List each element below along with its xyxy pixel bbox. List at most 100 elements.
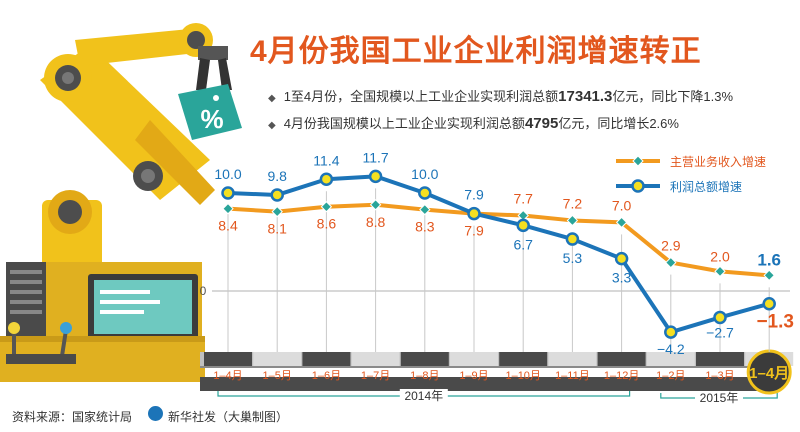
robot-elbow-bolt-inner (62, 72, 74, 84)
revenue-data-label: 7.0 (612, 197, 632, 213)
robot-lower-arm-shade (135, 120, 215, 205)
band-segment (646, 352, 695, 366)
revenue-point (369, 199, 382, 211)
profit-data-label: 10.0 (214, 166, 241, 182)
xinhua-logo-icon (148, 406, 163, 421)
revenue-point (222, 202, 234, 215)
profit-data-label: 10.0 (411, 166, 438, 182)
robot-upper-arm (75, 28, 205, 66)
revenue-point (320, 201, 333, 213)
lever-stick (60, 329, 68, 357)
robot-gripper-left (196, 58, 210, 90)
band-segment (696, 352, 744, 366)
highlight-label: 1–4月 (749, 365, 789, 382)
robot-mid-bolt-inner (141, 169, 155, 183)
page-title: 4月份我国工业企业利润增速转正 (250, 35, 702, 68)
band-segment (400, 352, 449, 366)
x-tick-label: 1–4月 (213, 370, 242, 382)
x-tick-label: 1–10月 (505, 370, 540, 382)
bullet-1-pre: 1至4月份，全国规模以上工业企业实现利润总额 (283, 89, 559, 104)
percent-icon: % (200, 104, 223, 134)
machine-vent (10, 310, 42, 314)
robot-wrist-bolt (187, 31, 205, 49)
revenue-data-label: 8.6 (317, 216, 337, 232)
monitor-line (100, 310, 144, 314)
bullet-1-post: 亿元，同比下降1.3% (612, 89, 734, 104)
bullet-1: ◆ 1至4月份，全国规模以上工业企业实现利润总额17341.3亿元，同比下降1.3… (268, 86, 733, 105)
profit-data-label: 3.3 (612, 270, 632, 286)
revenue-point (566, 214, 579, 227)
profit-point (467, 206, 481, 221)
machine-vent (10, 290, 42, 294)
plot-area: 0 8.4 8.1 8.6 8.8 8.3 7.9 7.7 7.2 7.0 2.9 2.0 1.6 10.… (200, 149, 794, 357)
diamond-bullet-icon: ◆ (268, 93, 276, 104)
bullet-1-bold: 17341.3 (558, 88, 613, 105)
profit-point (664, 325, 678, 339)
machine-vent (10, 280, 42, 284)
source-note: 资料来源：国家统计局 (12, 410, 133, 424)
bullet-2: ◆ 4月份我国规模以上工业企业实现利润总额4795亿元，同比增长2.6% (268, 113, 679, 132)
profit-point (614, 251, 629, 266)
profit-data-label: −2.7 (706, 324, 734, 340)
profit-data-label: 11.4 (313, 152, 339, 168)
profit-legend-label: 利润总额增速 (670, 180, 742, 194)
robot-gripper-mount (198, 46, 228, 60)
band-segment (499, 352, 548, 366)
profit-point (270, 188, 284, 202)
profit-point (516, 218, 530, 233)
x-tick-label: 1–2月 (656, 370, 685, 382)
revenue-data-label: 8.4 (218, 218, 238, 234)
year-label: 2014年 (404, 389, 443, 403)
revenue-data-label: 7.2 (563, 195, 583, 211)
profit-data-label: 7.9 (464, 187, 484, 203)
revenue-data-label: 2.9 (661, 238, 681, 254)
revenue-data-label: 8.8 (366, 214, 386, 230)
band-segment (204, 352, 252, 366)
monitor-line (100, 290, 150, 294)
profit-data-label: 5.3 (563, 250, 583, 266)
band-segment (450, 352, 498, 366)
revenue-point (271, 205, 283, 218)
profit-point (221, 186, 235, 200)
percent-tag (178, 84, 242, 140)
revenue-line (227, 202, 770, 278)
credit-note: 新华社发（大巢制图） (168, 410, 289, 424)
robot-shoulder-bolt (58, 200, 82, 224)
profit-data-label: 9.8 (267, 168, 287, 184)
band-segment (302, 352, 351, 366)
x-tick-label: 1–11月 (555, 370, 590, 382)
monitor-screen (94, 280, 192, 334)
zero-label: 0 (200, 284, 207, 298)
timeline-band: 1–4月 1–5月 1–6月 1–7月 1–8月 1–9月 1–10月 1–11月 1–12月 1… (200, 349, 794, 405)
revenue-data-label: 8.1 (267, 221, 287, 237)
profit-point (713, 310, 727, 325)
x-tick-label: 1–8月 (410, 370, 439, 382)
profit-point (319, 172, 334, 187)
revenue-legend-marker (632, 155, 644, 167)
band-segment (253, 352, 302, 366)
profit-legend-marker (631, 179, 645, 193)
revenue-legend-label: 主营业务收入增速 (670, 154, 766, 169)
diamond-bullet-icon: ◆ (268, 120, 276, 131)
revenue-point (714, 265, 726, 278)
revenue-data-label: 7.9 (464, 223, 484, 239)
revenue-point (615, 216, 628, 229)
bullet-2-bold: 4795 (524, 115, 559, 132)
revenue-data-label: 1.6 (757, 250, 781, 269)
profit-line (227, 174, 770, 335)
revenue-point (763, 269, 775, 282)
profit-point (368, 169, 383, 184)
machine-console-edge (0, 336, 205, 342)
percent-tag-hole (213, 95, 219, 101)
bullet-2-post: 亿元，同比增长2.6% (558, 116, 679, 131)
x-tick-label: 1–3月 (705, 370, 734, 382)
band-segment (351, 352, 400, 366)
profit-data-label: 11.7 (362, 149, 388, 165)
x-tick-label: 1–7月 (361, 370, 390, 382)
revenue-data-label: 2.0 (710, 248, 730, 264)
bullet-2-pre: 4月份我国规模以上工业企业实现利润总额 (283, 116, 525, 131)
band-bottom (200, 377, 772, 391)
robot-gripper-right (218, 58, 232, 90)
x-tick-label: 1–6月 (312, 370, 341, 382)
